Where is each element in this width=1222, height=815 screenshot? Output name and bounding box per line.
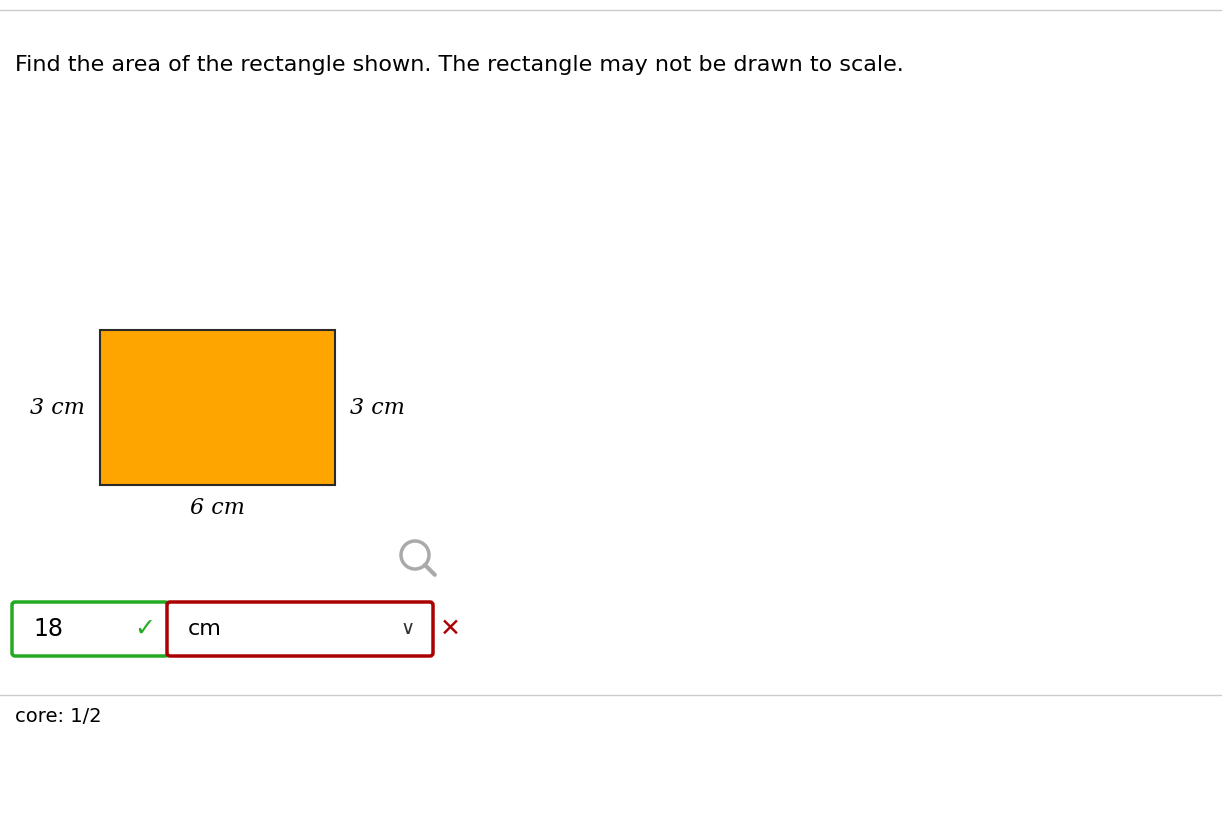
Text: core: 1/2: core: 1/2	[15, 707, 101, 726]
FancyBboxPatch shape	[12, 602, 167, 656]
Text: cm: cm	[188, 619, 222, 639]
Text: Find the area of the rectangle shown. The rectangle may not be drawn to scale.: Find the area of the rectangle shown. Th…	[15, 55, 904, 75]
Text: ✕: ✕	[440, 617, 461, 641]
FancyBboxPatch shape	[167, 602, 433, 656]
Text: 18: 18	[33, 617, 64, 641]
Text: 3 cm: 3 cm	[31, 397, 86, 418]
Text: ∨: ∨	[401, 619, 415, 638]
Text: 3 cm: 3 cm	[349, 397, 404, 418]
Bar	[100, 330, 335, 485]
Text: 6 cm: 6 cm	[191, 497, 244, 519]
Text: ✓: ✓	[134, 617, 155, 641]
